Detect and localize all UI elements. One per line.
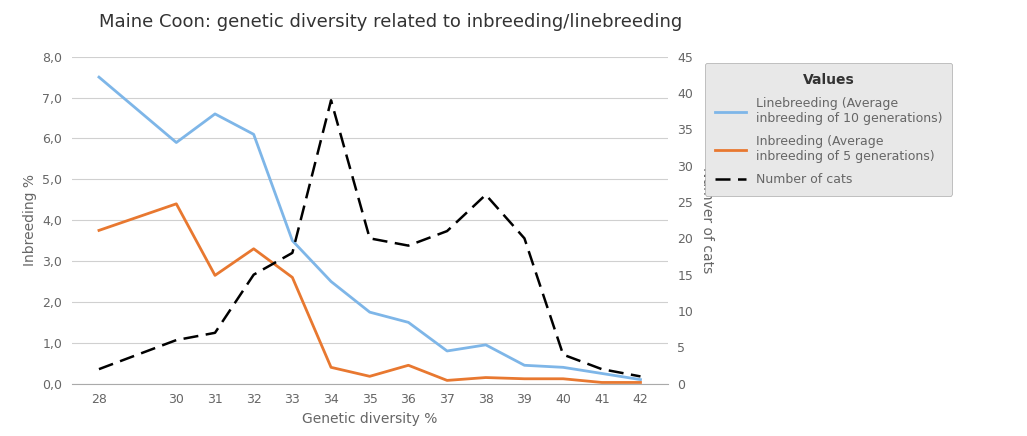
X-axis label: Genetic diversity %: Genetic diversity %	[302, 412, 438, 426]
Legend: Linebreeding (Average
inbreeding of 10 generations), Inbreeding (Average
inbreed: Linebreeding (Average inbreeding of 10 g…	[705, 63, 952, 196]
Text: Maine Coon: genetic diversity related to inbreeding/linebreeding: Maine Coon: genetic diversity related to…	[99, 13, 682, 31]
Y-axis label: Numver of cats: Numver of cats	[700, 167, 714, 273]
Y-axis label: Inbreeding %: Inbreeding %	[23, 174, 37, 266]
